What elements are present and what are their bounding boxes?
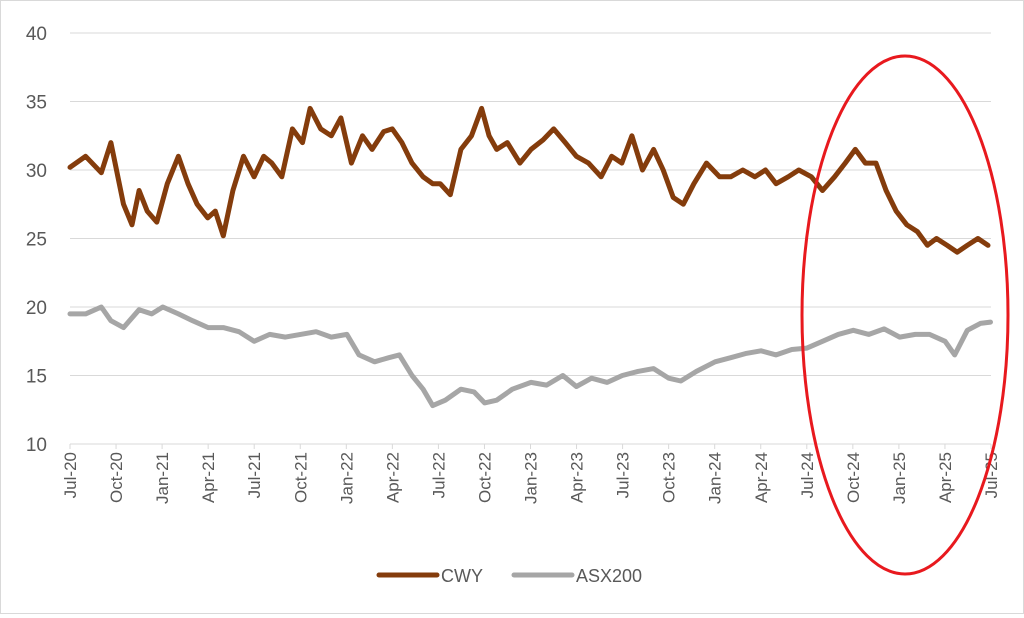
x-tick-label: Jul-22 bbox=[429, 452, 448, 498]
x-tick-label: Jan-23 bbox=[522, 452, 541, 504]
x-tick-label: Jul-24 bbox=[798, 452, 817, 498]
x-tick-label: Jan-22 bbox=[337, 452, 356, 504]
y-tick-label: 40 bbox=[26, 24, 47, 45]
highlight-ellipse bbox=[800, 54, 1010, 576]
series-line-cwy bbox=[67, 105, 991, 255]
legend-label-cwy: CWY bbox=[441, 566, 483, 586]
series-lines bbox=[67, 105, 993, 409]
x-axis-ticks: Jul-20 Oct-20 Jan-21 Apr-21 Jul-21 Oct-21 Jan-… bbox=[61, 444, 1001, 504]
x-tick-label: Oct-20 bbox=[107, 452, 126, 503]
y-tick-label: 25 bbox=[26, 230, 47, 251]
x-tick-label: Apr-21 bbox=[199, 452, 218, 503]
y-tick-label: 30 bbox=[26, 161, 47, 182]
y-tick-label: 10 bbox=[26, 435, 47, 456]
x-tick-label: Jul-25 bbox=[982, 452, 1001, 498]
y-tick-label: 35 bbox=[26, 93, 47, 114]
x-tick-label: Oct-24 bbox=[844, 452, 863, 503]
gridlines bbox=[70, 32, 991, 376]
x-tick-label: Jul-23 bbox=[614, 452, 633, 498]
x-tick-label: Apr-23 bbox=[568, 452, 587, 503]
y-tick-label: 20 bbox=[26, 298, 47, 319]
x-tick-label: Jan-24 bbox=[706, 452, 725, 504]
x-tick-label: Jul-21 bbox=[245, 452, 264, 498]
series-line-asx200 bbox=[67, 304, 993, 409]
x-tick-label: Oct-22 bbox=[475, 452, 494, 503]
x-tick-label: Oct-21 bbox=[291, 452, 310, 503]
x-tick-label: Jan-21 bbox=[153, 452, 172, 504]
legend: CWY ASX200 bbox=[376, 566, 642, 586]
x-tick-label: Apr-25 bbox=[936, 452, 955, 503]
x-tick-label: Jul-20 bbox=[61, 452, 80, 498]
x-tick-label: Apr-22 bbox=[383, 452, 402, 503]
x-tick-label: Oct-23 bbox=[660, 452, 679, 503]
y-tick-label: 15 bbox=[26, 367, 47, 388]
x-tick-label: Jan-25 bbox=[890, 452, 909, 504]
x-tick-label: Apr-24 bbox=[752, 452, 771, 503]
legend-label-asx200: ASX200 bbox=[576, 566, 642, 586]
y-axis-ticks: 10 15 20 25 30 35 40 bbox=[26, 24, 47, 456]
